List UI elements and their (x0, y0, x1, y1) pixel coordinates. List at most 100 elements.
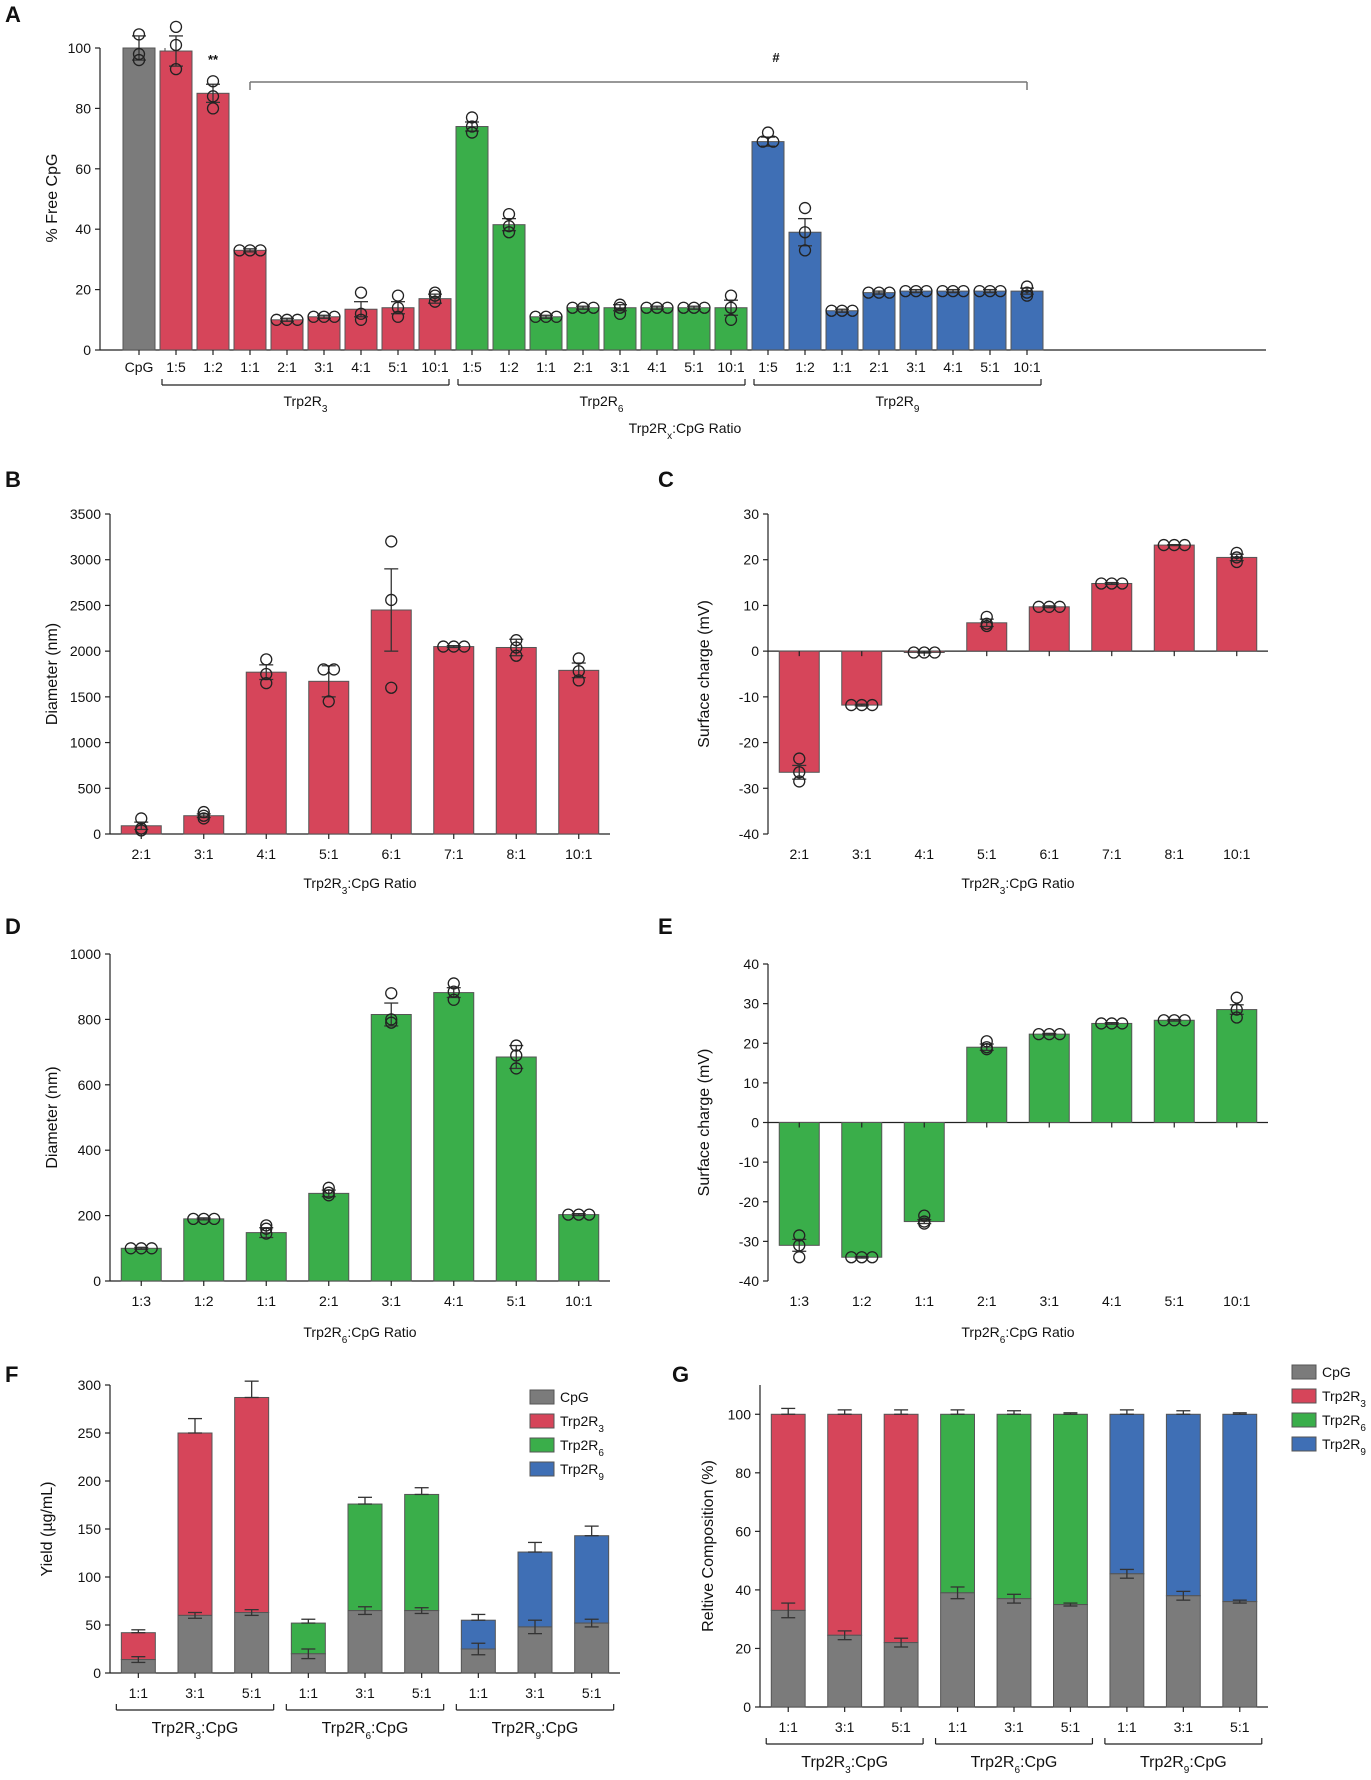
x-tick-label: 10:1 (565, 846, 592, 862)
y-tick-label: 1000 (70, 946, 101, 962)
group-label-trp2r3: Trp2R3 (284, 393, 328, 415)
bar-trp2r3 (495, 646, 537, 835)
data-point (918, 1217, 931, 1230)
y-tick-label: 1500 (70, 689, 101, 705)
bar-segment-cpg (1165, 1595, 1201, 1708)
data-point (1178, 538, 1191, 552)
data-point (1020, 280, 1034, 293)
data-point (132, 28, 146, 41)
bar-segment-cpg (347, 1610, 383, 1674)
data-point (510, 641, 523, 654)
x-tick-label: 1:1 (948, 1719, 968, 1735)
bar-trp2r3 (245, 671, 287, 835)
x-axis-label-base: Trp2R (303, 1324, 341, 1340)
x-tick-label: 10:1 (565, 1293, 592, 1309)
y-axis-label: Surface charge (mV) (696, 600, 713, 748)
y-tick-label: 20 (743, 552, 759, 568)
bar-trp2r6 (640, 307, 674, 351)
y-axis-label: % Free CpG (44, 154, 61, 243)
x-tick-label: 5:1 (1230, 1719, 1250, 1735)
legend-swatch-trp2r6 (1291, 1412, 1317, 1428)
data-point (291, 313, 304, 326)
x-tick-label: 3:1 (185, 1685, 205, 1701)
data-point (206, 90, 220, 103)
y-tick-label: -40 (739, 826, 759, 842)
x-tick-label: 5:1 (319, 846, 339, 862)
data-point (145, 1242, 158, 1255)
x-tick-label: 2:1 (132, 846, 152, 862)
data-point (260, 676, 273, 690)
bar-trp2r9 (973, 290, 1007, 351)
bar-segment-cpg (996, 1598, 1032, 1708)
x-tick-label: 4:1 (915, 846, 935, 862)
bar-segment-trp2r9 (574, 1535, 610, 1624)
x-axis-label-sub: 3 (342, 886, 348, 897)
data-point (883, 286, 896, 299)
bar-trp2r3 (841, 650, 883, 706)
group-label-trp2r3: Trp2R3:CpG (152, 1720, 239, 1742)
data-point (550, 310, 563, 323)
x-tick-label: 3:1 (1174, 1719, 1194, 1735)
bar-trp2r3 (558, 669, 600, 835)
bar-segment-cpg (940, 1592, 975, 1708)
data-point (1230, 551, 1243, 564)
bar-trp2r3 (418, 298, 452, 351)
x-tick-label: 10:1 (1223, 1293, 1250, 1309)
x-tick-label: 3:1 (194, 846, 214, 862)
x-tick-label: 4:1 (351, 359, 371, 375)
data-point (583, 1208, 596, 1221)
group-label-trp2r9-sub: 9 (535, 1731, 541, 1742)
bar-segment-trp2r9 (1109, 1413, 1145, 1575)
x-tick-label: 8:1 (1165, 846, 1185, 862)
x-tick-label: 2:1 (319, 1293, 339, 1309)
bar-trp2r3 (1028, 606, 1070, 652)
x-axis-label-suffix: :CpG Ratio (347, 1324, 416, 1340)
x-tick-label: 3:1 (1004, 1719, 1024, 1735)
y-tick-label: 0 (93, 1665, 101, 1681)
legend-label-sub: 6 (598, 1448, 604, 1459)
y-tick-label: 20 (743, 1035, 759, 1051)
data-point (327, 663, 341, 676)
data-point (1116, 1017, 1129, 1030)
data-point (957, 284, 970, 298)
data-point (1053, 1027, 1066, 1041)
y-tick-label: 0 (743, 1699, 751, 1715)
data-point (385, 987, 398, 1000)
legend-label-base: Trp2R (560, 1413, 598, 1429)
x-tick-label: 1:5 (758, 359, 778, 375)
bar-segment-cpg (517, 1626, 553, 1674)
bar-trp2r9 (751, 141, 785, 351)
group-label-trp2r6-suffix: :CpG (371, 1720, 408, 1737)
x-tick-label: CpG (125, 359, 154, 375)
significance-marker: # (772, 50, 780, 65)
x-tick-label: 5:1 (684, 359, 704, 375)
bar-segment-trp2r3 (770, 1413, 806, 1611)
bar-segment-trp2r3 (883, 1413, 919, 1644)
x-axis-label-suffix: :CpG Ratio (1005, 875, 1074, 891)
panel-letter-a: A (5, 2, 21, 27)
bar-trp2r9 (862, 292, 896, 351)
group-label-trp2r9-base: Trp2R (876, 393, 914, 409)
bar-trp2r6 (308, 1192, 350, 1282)
y-tick-label: 800 (78, 1011, 102, 1027)
group-label-trp2r3-sub: 3 (195, 1731, 201, 1742)
data-point (206, 75, 220, 88)
x-axis-label-base: Trp2R (961, 875, 999, 891)
y-tick-label: 500 (78, 780, 102, 796)
data-point (980, 619, 993, 633)
group-label-trp2r6: Trp2R6 (580, 393, 624, 415)
bar-segment-cpg (883, 1642, 919, 1708)
data-point (465, 120, 479, 133)
x-axis-label-suffix: :CpG Ratio (672, 420, 741, 436)
y-tick-label: -10 (739, 689, 759, 705)
x-tick-label: 5:1 (977, 846, 997, 862)
y-tick-label: 0 (751, 643, 759, 659)
x-tick-label: 6:1 (382, 846, 402, 862)
x-tick-label: 3:1 (1040, 1293, 1060, 1309)
x-tick-label: 2:1 (573, 359, 593, 375)
panel-letter-c: C (658, 467, 674, 492)
group-label-trp2r6-sub: 6 (618, 404, 624, 415)
bar-segment-trp2r9 (1222, 1413, 1258, 1603)
group-label-trp2r6-suffix: :CpG (1020, 1754, 1057, 1771)
